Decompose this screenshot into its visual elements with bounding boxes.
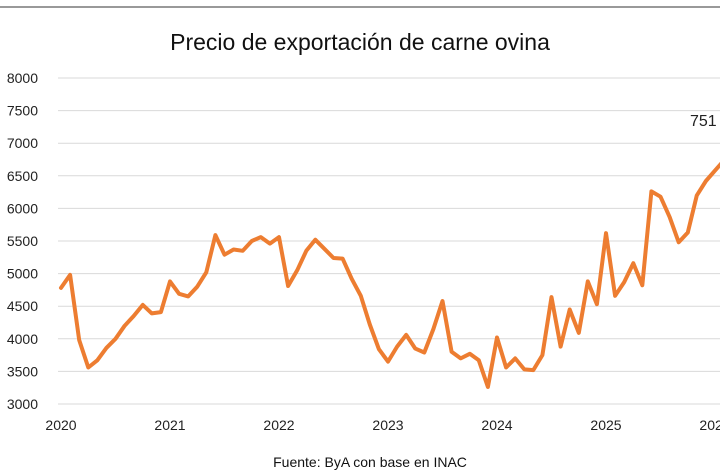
y-tick-label: 5500 bbox=[7, 233, 38, 249]
x-tick-label: 2021 bbox=[154, 417, 185, 433]
x-tick-label: 2025 bbox=[590, 417, 621, 433]
y-tick-label: 7500 bbox=[7, 103, 38, 119]
y-tick-label: 5000 bbox=[7, 266, 38, 282]
y-tick-label: 3500 bbox=[7, 363, 38, 379]
chart-title: Precio de exportación de carne ovina bbox=[170, 29, 550, 55]
data-label: 751 bbox=[690, 113, 717, 130]
series-line bbox=[59, 161, 720, 389]
x-tick-label: 2023 bbox=[372, 417, 403, 433]
y-tick-label: 6000 bbox=[7, 200, 38, 216]
y-tick-label: 7000 bbox=[7, 135, 38, 151]
x-tick-label: 2022 bbox=[263, 417, 294, 433]
y-tick-label: 4000 bbox=[7, 331, 38, 347]
x-tick-label: 2026 bbox=[699, 417, 720, 433]
y-tick-label: 4500 bbox=[7, 298, 38, 314]
y-tick-label: 6500 bbox=[7, 168, 38, 184]
y-tick-label: 8000 bbox=[7, 70, 38, 86]
y-tick-label: 3000 bbox=[7, 396, 38, 412]
x-tick-label: 2020 bbox=[45, 417, 76, 433]
x-tick-label: 2024 bbox=[481, 417, 512, 433]
source-note: Fuente: ByA con base en INAC bbox=[273, 454, 467, 470]
